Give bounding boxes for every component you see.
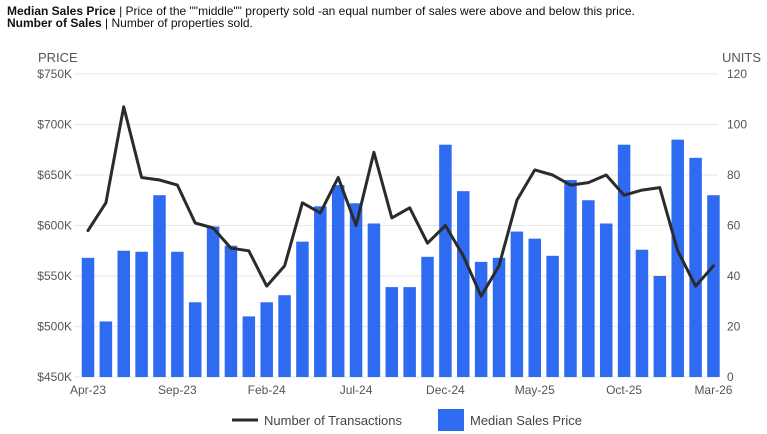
bar (260, 302, 273, 377)
header-line-sales: Number of Sales | Number of properties s… (7, 17, 635, 29)
bar (188, 302, 202, 377)
bar (385, 287, 399, 377)
bar (617, 144, 631, 377)
bar (314, 206, 327, 377)
x-tick: Feb-24 (248, 383, 286, 397)
y-right-tick: 60 (727, 219, 741, 233)
header-line-price: Median Sales Price | Price of the ""midd… (7, 5, 635, 17)
y-right-title: UNITS (722, 50, 761, 65)
y-right-tick: 120 (727, 67, 747, 81)
bar (349, 203, 363, 377)
y-left-tick: $700K (37, 118, 72, 132)
y-left-tick: $650K (37, 168, 72, 182)
bar (599, 223, 613, 377)
legend: Number of Transactions Median Sales Pric… (232, 409, 582, 431)
bar (474, 261, 488, 377)
y-right-tick: 20 (727, 320, 741, 334)
y-left-ticks: $750K $700K $650K $600K $550K $500K $450K (37, 67, 72, 384)
bar (296, 241, 309, 377)
bar (242, 316, 256, 377)
y-right-tick: 0 (727, 370, 734, 384)
y-left-tick: $600K (37, 219, 72, 233)
header-sales-title: Number of Sales (7, 16, 102, 30)
x-ticks: Apr-23 Sep-23 Feb-24 Jul-24 Dec-24 May-25 Oct-… (70, 383, 733, 397)
header-price-title: Median Sales Price (7, 4, 116, 18)
x-tick: Jul-24 (340, 383, 373, 397)
bar (510, 231, 524, 377)
y-left-tick: $450K (37, 370, 72, 384)
bar (367, 223, 381, 377)
bar (331, 185, 345, 377)
y-left-title: PRICE (38, 50, 78, 65)
bar (528, 238, 541, 377)
y-left-tick: $500K (37, 320, 72, 334)
x-tick: Dec-24 (426, 383, 465, 397)
header-price-desc: | Price of the ""middle"" property sold … (115, 4, 635, 18)
bar (206, 226, 220, 377)
bar (278, 295, 291, 377)
line-series (86, 105, 715, 298)
x-tick: May-25 (515, 383, 555, 397)
bar (635, 249, 649, 377)
x-tick: Apr-23 (70, 383, 106, 397)
legend-item-price: Median Sales Price (470, 413, 582, 428)
header-sales-desc: | Number of properties sold. (101, 16, 253, 30)
bar (707, 195, 720, 377)
bar (224, 245, 238, 377)
x-tick: Mar-26 (694, 383, 732, 397)
bar (457, 191, 470, 377)
y-right-tick: 40 (727, 269, 741, 283)
bar (671, 139, 684, 377)
chart-header: Median Sales Price | Price of the ""midd… (7, 5, 635, 29)
y-right-tick: 80 (727, 168, 741, 182)
bar (546, 255, 559, 377)
bar (153, 195, 166, 377)
legend-bar-swatch (438, 409, 464, 431)
bar (439, 144, 452, 377)
bar (421, 256, 434, 377)
legend-item-transactions: Number of Transactions (264, 413, 403, 428)
y-right-ticks: 120 100 80 60 40 20 0 (727, 67, 747, 384)
transactions-line (86, 105, 715, 298)
bar (564, 180, 577, 377)
x-tick: Sep-23 (158, 383, 197, 397)
y-right-tick: 100 (727, 118, 747, 132)
bar (135, 251, 148, 377)
bar-series (81, 139, 720, 377)
bar (403, 287, 416, 377)
bar (81, 257, 95, 377)
y-left-tick: $550K (37, 269, 72, 283)
bar (492, 257, 506, 377)
bar (171, 251, 184, 377)
bar (99, 321, 113, 377)
x-tick: Oct-25 (606, 383, 642, 397)
bar (582, 200, 595, 377)
y-left-tick: $750K (37, 67, 72, 81)
bar (653, 276, 667, 377)
bar (117, 250, 130, 377)
bar (689, 157, 702, 377)
